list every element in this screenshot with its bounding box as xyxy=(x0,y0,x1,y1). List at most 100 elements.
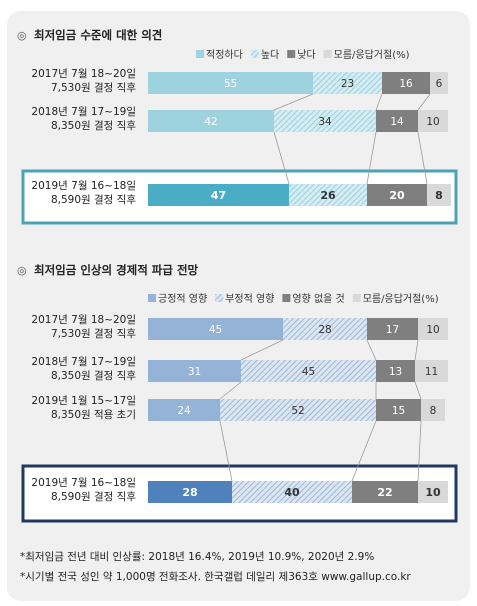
chart1-legend: 적정하다 높다 낮다 모름/응답거절(%) xyxy=(196,48,410,61)
connector-line-2-0-2 xyxy=(414,339,419,361)
row-label-line-1-0-1: 7,530원 결정 직후 xyxy=(51,82,136,94)
bar-segment-2-1-1 xyxy=(241,360,376,382)
bar-segment-2-3-3 xyxy=(418,481,448,503)
row-label-line-1-1-0: 2018년 7월 17~19일 xyxy=(31,105,136,118)
bar-segment-2-1-2 xyxy=(376,360,415,382)
bar-segment-1-1-3 xyxy=(418,110,448,132)
bar-segment-2-1-0 xyxy=(148,360,241,382)
bar-segment-1-0-1 xyxy=(313,72,382,94)
chart2-legend: 긍정적 영향 부정적 영향 영향 없을 것 모름/응답거절(%) xyxy=(148,292,439,305)
footnote-2: *시기별 전국 성인 약 1,000명 전화조사. 한국갤럽 데일리 제363호… xyxy=(20,570,411,583)
legend-label-1-0: 적정하다 xyxy=(206,48,243,61)
value-label-2-1-1: 45 xyxy=(302,366,315,378)
value-label-2-2-3: 8 xyxy=(430,405,437,417)
connector-line-1-1-0 xyxy=(273,131,290,185)
bar-segment-2-2-2 xyxy=(376,399,421,421)
footnote-1: *최저임금 전년 대비 인상률: 2018년 16.4%, 2019년 10.9… xyxy=(20,550,374,563)
chart2-plot: 2017년 7월 18~20일 7,530원 결정 직후 45 28 17 10 2018년… xyxy=(21,313,458,523)
bar-segment-2-2-0 xyxy=(148,399,220,421)
row-label-line-2-1-1: 8,350원 결정 직후 xyxy=(51,370,136,382)
row-label-2-2: 2019년 1월 15~17일 8,350원 적용 초기 xyxy=(31,394,136,421)
bar-segment-2-2-1 xyxy=(220,399,376,421)
connector-line-1-1-1 xyxy=(366,131,377,185)
row-label-line-2-0-1: 7,530원 결정 직후 xyxy=(51,328,136,340)
row-label-line-2-1-0: 2018년 7월 17~19일 xyxy=(31,355,136,368)
row-label-1-1: 2018년 7월 17~19일 8,350원 결정 직후 xyxy=(31,105,136,132)
connector-line-2-0-0 xyxy=(240,339,284,361)
bar-segment-1-0-0 xyxy=(148,72,313,94)
value-label-2-3-1: 40 xyxy=(284,486,300,499)
value-label-2-0-1: 28 xyxy=(318,324,331,336)
bar-segment-1-2-0 xyxy=(148,184,289,206)
bar-segment-2-0-0 xyxy=(148,318,283,340)
row-label-line-2-3-0: 2019년 7월 16~18일 xyxy=(31,476,136,489)
row-label-line-2-2-1: 8,350원 적용 초기 xyxy=(51,409,136,421)
row-label-2-0: 2017년 7월 18~20일 7,530원 결정 직후 xyxy=(31,313,136,340)
value-label-1-1-1: 34 xyxy=(318,116,332,128)
value-label-2-1-0: 31 xyxy=(188,366,201,378)
value-label-1-2-3: 8 xyxy=(435,189,443,202)
row-label-line-2-2-0: 2019년 1월 15~17일 xyxy=(31,394,136,407)
legend-label-1-3: 모름/응답거절(%) xyxy=(334,48,410,61)
value-label-1-2-1: 26 xyxy=(320,189,336,202)
connector-line-2-2-1 xyxy=(351,420,377,482)
bar-segment-1-2-2 xyxy=(367,184,427,206)
bar-segment-2-3-0 xyxy=(148,481,232,503)
value-label-1-1-3: 10 xyxy=(426,116,439,128)
chart1-plot: 2017년 7월 18~20일 7,530원 결정 직후 55 23 16 6 2018년 … xyxy=(21,67,458,225)
connector-line-1-0-2 xyxy=(417,93,431,111)
bar-segment-1-1-2 xyxy=(376,110,418,132)
legend-label-1-1: 높다 xyxy=(261,49,279,61)
value-label-1-0-2: 16 xyxy=(399,78,413,90)
bullet-icon-1: ◎ xyxy=(17,29,27,42)
value-label-1-0-0: 55 xyxy=(224,78,237,90)
bar-segment-1-1-1 xyxy=(274,110,376,132)
legend-swatch-2-0 xyxy=(148,294,156,302)
row-label-2-3: 2019년 7월 16~18일 8,590원 결정 직후 xyxy=(31,476,136,503)
chart1-title: 최저임금 수준에 대한 의견 xyxy=(34,28,162,42)
legend-label-2-1: 부정적 영향 xyxy=(225,293,274,305)
legend-label-2-3: 모름/응답거절(%) xyxy=(363,292,439,305)
bar-segment-2-1-3 xyxy=(415,360,448,382)
bar-segment-1-2-3 xyxy=(427,184,451,206)
value-label-1-0-1: 23 xyxy=(341,78,354,90)
connector-line-1-0-0 xyxy=(273,93,314,111)
value-label-2-3-0: 28 xyxy=(182,486,197,499)
bar-segment-1-0-2 xyxy=(382,72,430,94)
legend-swatch-2-1 xyxy=(215,294,224,302)
connector-line-1-1-2 xyxy=(417,131,428,185)
legend-swatch-2-2 xyxy=(282,294,291,302)
value-label-1-2-2: 20 xyxy=(389,189,405,202)
row-label-1-2: 2019년 7월 16~18일 8,590원 결정 직후 xyxy=(31,179,136,206)
value-label-1-1-0: 42 xyxy=(204,116,217,128)
legend-swatch-1-3 xyxy=(323,50,332,58)
value-label-2-3-2: 22 xyxy=(377,486,392,499)
connector-line-2-1-0 xyxy=(219,381,242,400)
value-label-2-3-3: 10 xyxy=(425,486,441,499)
row-label-line-1-2-1: 8,590원 결정 직후 xyxy=(51,194,136,206)
value-label-2-2-0: 24 xyxy=(177,405,191,417)
value-label-2-2-2: 15 xyxy=(392,405,405,417)
connector-line-2-0-1 xyxy=(366,339,377,361)
bar-segment-2-0-3 xyxy=(418,318,448,340)
bar-segment-1-1-0 xyxy=(148,110,274,132)
connector-line-2-2-0 xyxy=(219,420,233,482)
value-label-2-0-3: 10 xyxy=(426,324,439,336)
bar-segment-2-0-1 xyxy=(283,318,367,340)
row-label-2-1: 2018년 7월 17~19일 8,350원 결정 직후 xyxy=(31,355,136,382)
bar-segment-2-3-2 xyxy=(352,481,418,503)
value-label-2-1-3: 11 xyxy=(425,366,438,378)
legend-label-1-2: 낮다 xyxy=(297,49,315,61)
row-label-line-1-1-1: 8,350원 결정 직후 xyxy=(51,120,136,132)
legend-swatch-1-1 xyxy=(250,50,259,58)
legend-swatch-1-2 xyxy=(287,50,296,58)
row-label-line-2-3-1: 8,590원 결정 직후 xyxy=(51,491,136,503)
legend-label-2-2: 영향 없을 것 xyxy=(292,292,344,305)
connector-line-2-2-2 xyxy=(417,420,422,482)
bullet-icon-2: ◎ xyxy=(17,264,27,277)
value-label-1-2-0: 47 xyxy=(211,189,226,202)
bar-segment-2-0-2 xyxy=(367,318,418,340)
value-label-1-0-3: 6 xyxy=(436,78,443,90)
value-label-2-1-2: 13 xyxy=(389,366,402,378)
